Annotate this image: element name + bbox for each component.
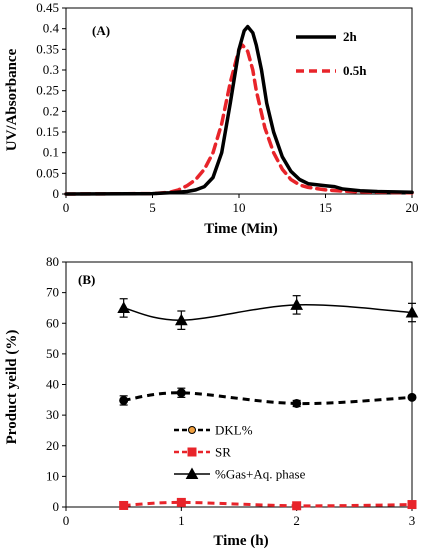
panel-b-x-tick-label: 0 [63,513,70,528]
panel-a-x-tick-label: 20 [406,200,419,215]
panel-a-y-tick-label: 0.45 [36,0,59,15]
series-line-SR [123,500,413,508]
panel-a-plot-frame [65,7,413,195]
panel-a-y-tick-label: 0.1 [43,145,59,160]
panel-a-y-tick-label: 0.3 [43,62,59,77]
panel-a-x-tick-label: 10 [233,200,246,215]
panel-b-y-tick-label: 70 [46,285,59,300]
series-line-DKL% [123,391,413,406]
legend-marker-DKL% [188,426,196,434]
legend-label-2h: 2h [343,29,358,44]
panel-a-series [64,24,414,196]
series-line-%Gas+Aq. phase [123,304,413,321]
panel-b-y-axis-label: Product yeild (%) [4,330,20,445]
legend-label-0.5h: 0.5h [343,63,367,78]
panel-a-y-tick-label: 0.05 [36,165,59,180]
panel-a-y-tick-label: 0.25 [36,83,59,98]
panel-a-y-tick-label: 0 [53,186,60,201]
panel-a-label: (A) [92,23,110,38]
data-point-DKL% [176,388,186,398]
data-point-SR [187,447,197,457]
panel-a-chart: 0 0.05 0.1 0.15 0.2 0.25 0.3 0.35 0.4 0.45 0 5 10 15 2… [4,0,419,237]
panel-b-y-tick-label: 60 [46,315,59,330]
panel-b-legend: DKL% SR %Gas+Aq. phase [174,423,306,482]
panel-a-x-tick-label: 0 [63,200,70,215]
series-DKL% [119,387,417,408]
data-point-DKL% [119,395,129,405]
panel-b-y-tick-label: 20 [46,438,59,453]
panel-b-y-tick-label: 80 [46,254,59,269]
panel-b-chart: 0 10 20 30 40 50 60 70 80 0 1 2 3 (B) Time (h) Produ… [4,254,419,549]
panel-a-y-tick-label: 0.35 [36,41,59,56]
series-line-2h [64,24,414,196]
legend-label-DKL%: DKL% [215,423,253,438]
panel-b-y-tick-label: 50 [46,346,59,361]
data-point-%Gas+Aq. phase [290,298,304,310]
data-point-SR [292,501,302,511]
panel-a-legend: 2h 0.5h [296,29,367,78]
legend-label-%Gas+Aq. phase: %Gas+Aq. phase [215,467,306,482]
panel-a-axes [62,7,413,198]
data-point-%Gas+Aq. phase [185,467,199,479]
panel-b-y-tick-label: 0 [53,499,60,514]
panel-b-series [117,295,419,511]
data-point-%Gas+Aq. phase [117,301,131,313]
data-point-%Gas+Aq. phase [174,313,188,326]
panel-a-x-tick-label: 15 [319,200,332,215]
panel-b-y-tick-label: 10 [46,468,59,483]
panel-a-y-tick-label: 0.15 [36,124,59,139]
panel-a-x-axis-label: Time (Min) [204,221,277,237]
panel-b-x-tick-label: 1 [178,513,185,528]
panel-b-y-tick-label: 40 [46,377,59,392]
panel-b-x-tick-label: 2 [293,513,300,528]
panel-b-label: (B) [78,272,95,287]
panel-b-x-tick-label: 3 [409,513,416,528]
series-line-0.5h [64,43,414,196]
panel-a-y-tick-label: 0.4 [43,21,60,36]
panel-b-y-tick-label: 30 [46,407,59,422]
legend-label-SR: SR [215,445,231,460]
data-point-%Gas+Aq. phase [405,305,419,318]
data-point-SR [176,497,186,507]
panel-a-y-axis-label: UV/Absorbance [4,48,20,151]
data-point-SR [407,500,417,510]
series-SR [119,497,417,511]
panel-b-x-axis-label: Time (h) [213,533,268,549]
series-%Gas+Aq. phase [117,295,419,330]
data-point-SR [119,500,129,510]
panel-a-tick-labels: 0 0.05 0.1 0.15 0.2 0.25 0.3 0.35 0.4 0.45 0 5 10 15 2… [36,0,418,215]
panel-a-y-tick-label: 0.2 [43,103,59,118]
panel-b-axes [62,261,413,511]
panel-a-x-tick-label: 5 [149,200,156,215]
data-point-DKL% [292,398,302,408]
panel-b-tick-labels: 0 10 20 30 40 50 60 70 80 0 1 2 3 [46,254,415,528]
data-point-DKL% [407,392,417,402]
